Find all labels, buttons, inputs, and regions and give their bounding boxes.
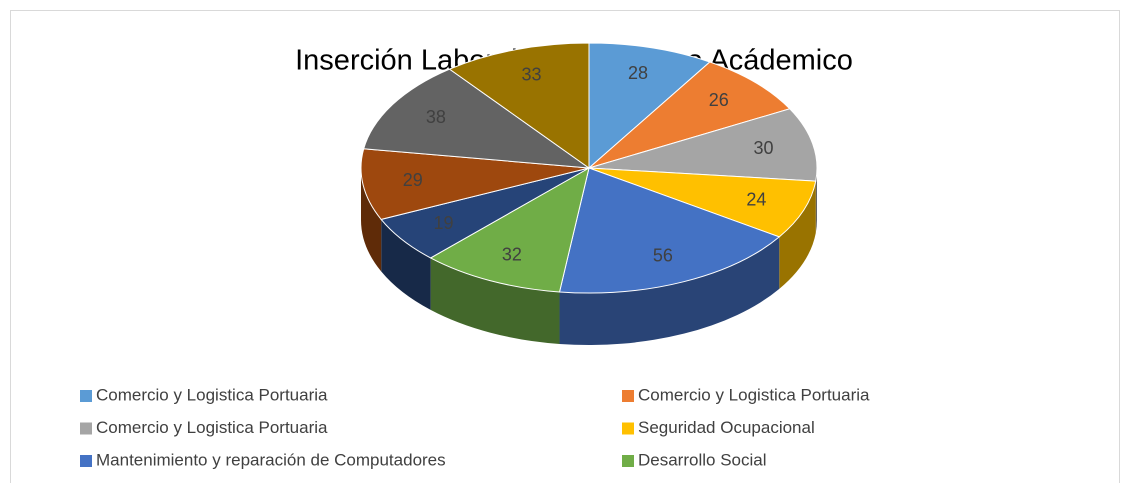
legend-swatch <box>622 390 634 402</box>
legend-label: Comercio y Logistica Portuaria <box>96 418 328 437</box>
data-label: 56 <box>653 245 673 265</box>
pie-slice-side <box>361 168 382 272</box>
pie-slice <box>429 166 590 293</box>
pie-slice-side <box>430 257 560 344</box>
legend-label: Mantenimiento y reparación de Computador… <box>96 450 446 469</box>
data-label: 28 <box>628 63 648 83</box>
legend-label: Comercio y Logistica Portuaria <box>638 385 870 404</box>
pie-slice <box>360 148 590 220</box>
pie-slice-side <box>779 181 816 289</box>
data-label: 26 <box>709 90 729 110</box>
pie-slice-side <box>815 168 817 234</box>
pie-slice-side <box>559 236 780 346</box>
legend-label: Comercio y Logistica Portuaria <box>96 385 328 404</box>
data-label: 29 <box>403 170 423 190</box>
legend-swatch <box>80 422 92 435</box>
legend-label: Seguridad Ocupacional <box>638 418 815 437</box>
data-label: 24 <box>746 190 766 210</box>
data-label: 30 <box>753 138 773 158</box>
legend-swatch <box>622 455 634 467</box>
pie-slice <box>448 42 590 169</box>
legend-swatch <box>80 455 92 467</box>
pie-slice-side <box>381 219 431 310</box>
pie-slice <box>588 108 818 182</box>
data-label: 19 <box>434 213 454 233</box>
legend-swatch <box>80 390 92 402</box>
pie-slice <box>558 167 781 294</box>
pie-slice <box>588 42 711 170</box>
data-label: 32 <box>502 245 522 265</box>
legend-swatch <box>622 422 634 435</box>
pie-slice <box>363 68 591 169</box>
legend-label: Desarrollo Social <box>638 450 767 469</box>
pie-slice <box>588 61 791 169</box>
data-label: 38 <box>426 107 446 127</box>
pie-slice <box>588 167 817 238</box>
data-label: 33 <box>522 64 542 84</box>
